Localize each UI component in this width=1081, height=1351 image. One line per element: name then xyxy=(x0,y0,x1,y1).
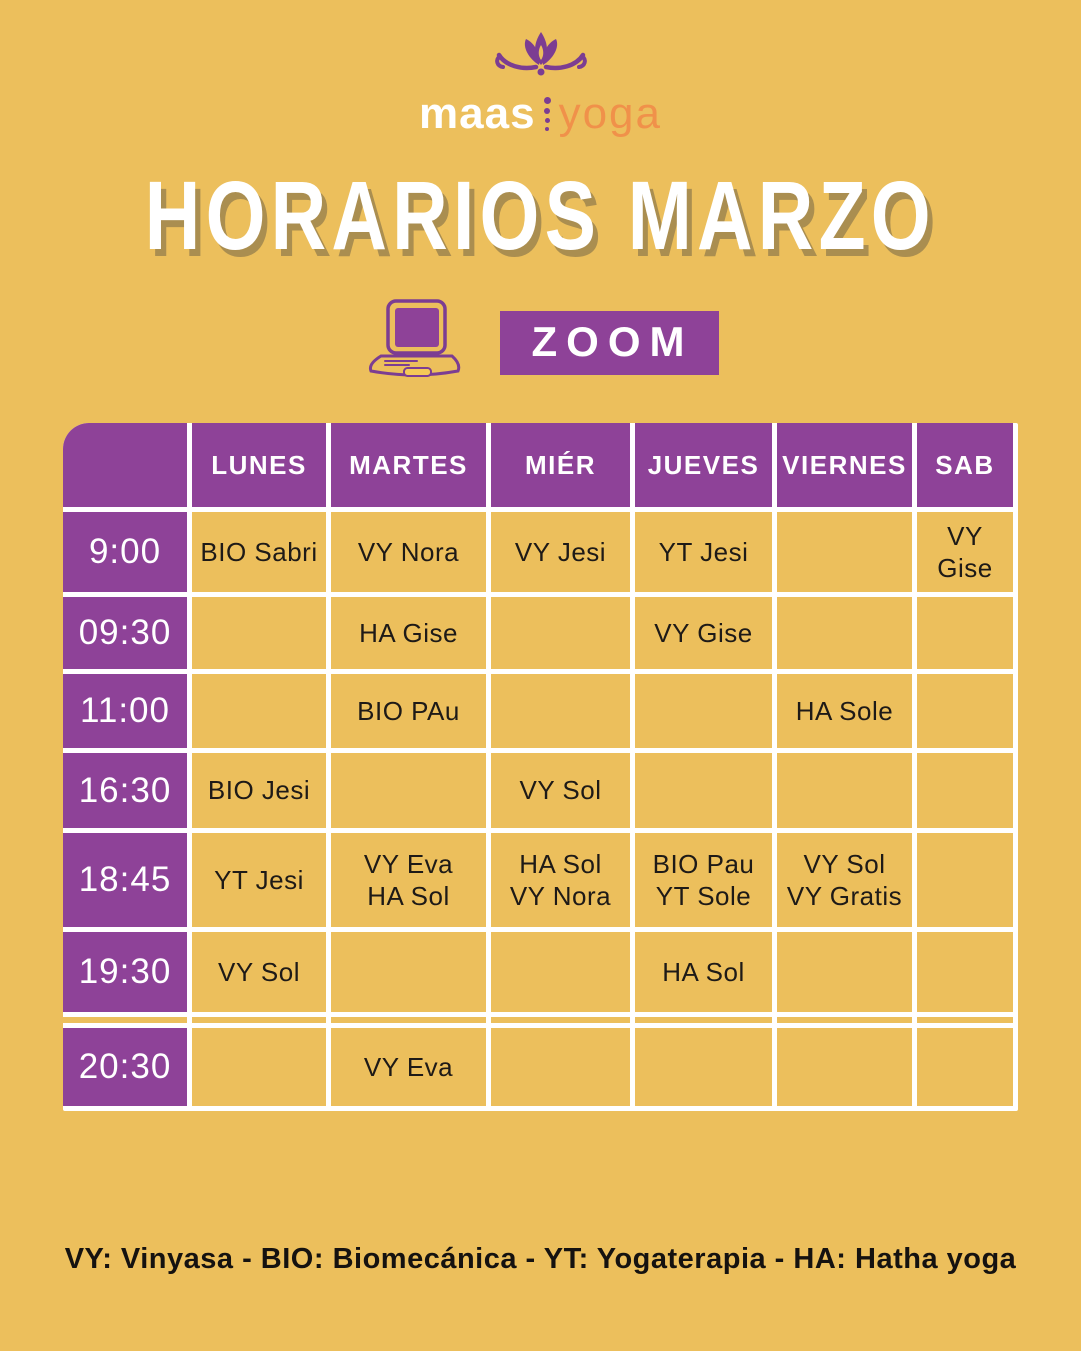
row-gap xyxy=(63,1017,187,1023)
lotus-flower-icon xyxy=(480,30,602,93)
row-gap xyxy=(777,1017,912,1023)
time-cell-900: 9:00 xyxy=(63,512,187,592)
schedule-cell xyxy=(917,1028,1013,1106)
schedule-cell: VY Sol VY Gratis xyxy=(777,833,912,927)
row-gap xyxy=(331,1017,486,1023)
schedule-cell: YT Jesi xyxy=(635,512,772,592)
schedule-cell: BIO Jesi xyxy=(192,753,326,828)
schedule-cell xyxy=(635,1028,772,1106)
schedule-cell xyxy=(777,1028,912,1106)
brand-wordmark: maas yoga xyxy=(419,89,662,139)
schedule-cell: VY Jesi xyxy=(491,512,630,592)
time-cell-0930: 09:30 xyxy=(63,597,187,669)
schedule-cell xyxy=(491,674,630,748)
laptop-icon xyxy=(362,298,466,387)
schedule-cell: HA Sole xyxy=(777,674,912,748)
zoom-badge: ZOOM xyxy=(499,310,720,375)
schedule-cell xyxy=(192,674,326,748)
schedule-cell: HA Sol xyxy=(635,932,772,1012)
schedule-cell: HA Gise xyxy=(331,597,486,669)
schedule-cell xyxy=(917,597,1013,669)
schedule-cell: VY Gise xyxy=(635,597,772,669)
schedule-cell xyxy=(777,932,912,1012)
column-header-sab: SAB xyxy=(917,423,1013,507)
platform-row: ZOOM xyxy=(0,298,1081,387)
schedule-table: LUNES MARTES MIÉR JUEVES VIERNES SAB 9:0… xyxy=(63,423,1018,1111)
schedule-cell xyxy=(917,932,1013,1012)
schedule-cell xyxy=(635,674,772,748)
column-header-lunes: LUNES xyxy=(192,423,326,507)
schedule-cell xyxy=(491,1028,630,1106)
column-header-martes: MARTES xyxy=(331,423,486,507)
row-gap xyxy=(192,1017,326,1023)
schedule-cell xyxy=(331,932,486,1012)
time-cell-1845: 18:45 xyxy=(63,833,187,927)
brand-logo: maas yoga xyxy=(0,0,1081,139)
schedule-cell: VY Sol xyxy=(491,753,630,828)
schedule-cell: BIO Sabri xyxy=(192,512,326,592)
schedule-cell xyxy=(917,753,1013,828)
time-cell-1930: 19:30 xyxy=(63,932,187,1012)
page-title: HORARIOS MARZO xyxy=(144,160,937,271)
schedule-cell xyxy=(917,674,1013,748)
schedule-cell: VY Sol xyxy=(192,932,326,1012)
time-cell-2030: 20:30 xyxy=(63,1028,187,1106)
column-header-mier: MIÉR xyxy=(491,423,630,507)
schedule-cell: VY Eva xyxy=(331,1028,486,1106)
schedule-cell: VY Nora xyxy=(331,512,486,592)
time-cell-1100: 11:00 xyxy=(63,674,187,748)
schedule-cell: VY Gise xyxy=(917,512,1013,592)
table-corner-cell xyxy=(63,423,187,507)
schedule-cell xyxy=(192,1028,326,1106)
column-header-viernes: VIERNES xyxy=(777,423,912,507)
schedule-cell xyxy=(331,753,486,828)
row-gap xyxy=(635,1017,772,1023)
row-gap xyxy=(917,1017,1013,1023)
schedule-cell: HA Sol VY Nora xyxy=(491,833,630,927)
schedule-cell xyxy=(192,597,326,669)
brand-name-maas: maas xyxy=(419,89,536,138)
schedule-cell xyxy=(917,833,1013,927)
brand-name-yoga: yoga xyxy=(558,89,662,138)
schedule-cell xyxy=(777,597,912,669)
row-gap xyxy=(491,1017,630,1023)
schedule-cell xyxy=(777,512,912,592)
schedule-cell: VY Eva HA Sol xyxy=(331,833,486,927)
schedule-cell xyxy=(491,932,630,1012)
time-cell-1630: 16:30 xyxy=(63,753,187,828)
schedule-cell xyxy=(491,597,630,669)
class-type-legend: VY: Vinyasa - BIO: Biomecánica - YT: Yog… xyxy=(64,1243,1017,1275)
schedule-cell: BIO Pau YT Sole xyxy=(635,833,772,927)
schedule-cell: BIO PAu xyxy=(331,674,486,748)
column-header-jueves: JUEVES xyxy=(635,423,772,507)
schedule-cell xyxy=(777,753,912,828)
dotted-stem-icon xyxy=(543,97,551,131)
schedule-cell: YT Jesi xyxy=(192,833,326,927)
schedule-cell xyxy=(635,753,772,828)
